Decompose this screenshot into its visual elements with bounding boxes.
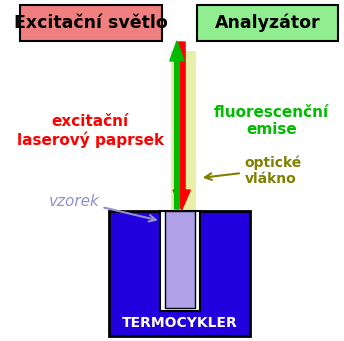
Text: optické
vlákno: optické vlákno <box>245 155 302 186</box>
Text: excitační
laserový paprsek: excitační laserový paprsek <box>17 114 164 148</box>
Text: vzorek: vzorek <box>50 193 100 208</box>
Bar <box>171 51 196 234</box>
Bar <box>20 5 162 41</box>
FancyArrow shape <box>173 42 190 210</box>
Bar <box>164 211 195 308</box>
Text: fluorescenční
emise: fluorescenční emise <box>214 105 329 137</box>
Bar <box>197 5 338 41</box>
Text: Analyzátor: Analyzátor <box>215 14 321 32</box>
FancyArrow shape <box>170 41 184 209</box>
Text: TERMOCYKLER: TERMOCYKLER <box>122 316 238 330</box>
Bar <box>109 211 250 336</box>
Bar <box>160 211 200 311</box>
Text: Excitační světlo: Excitační světlo <box>14 14 168 32</box>
